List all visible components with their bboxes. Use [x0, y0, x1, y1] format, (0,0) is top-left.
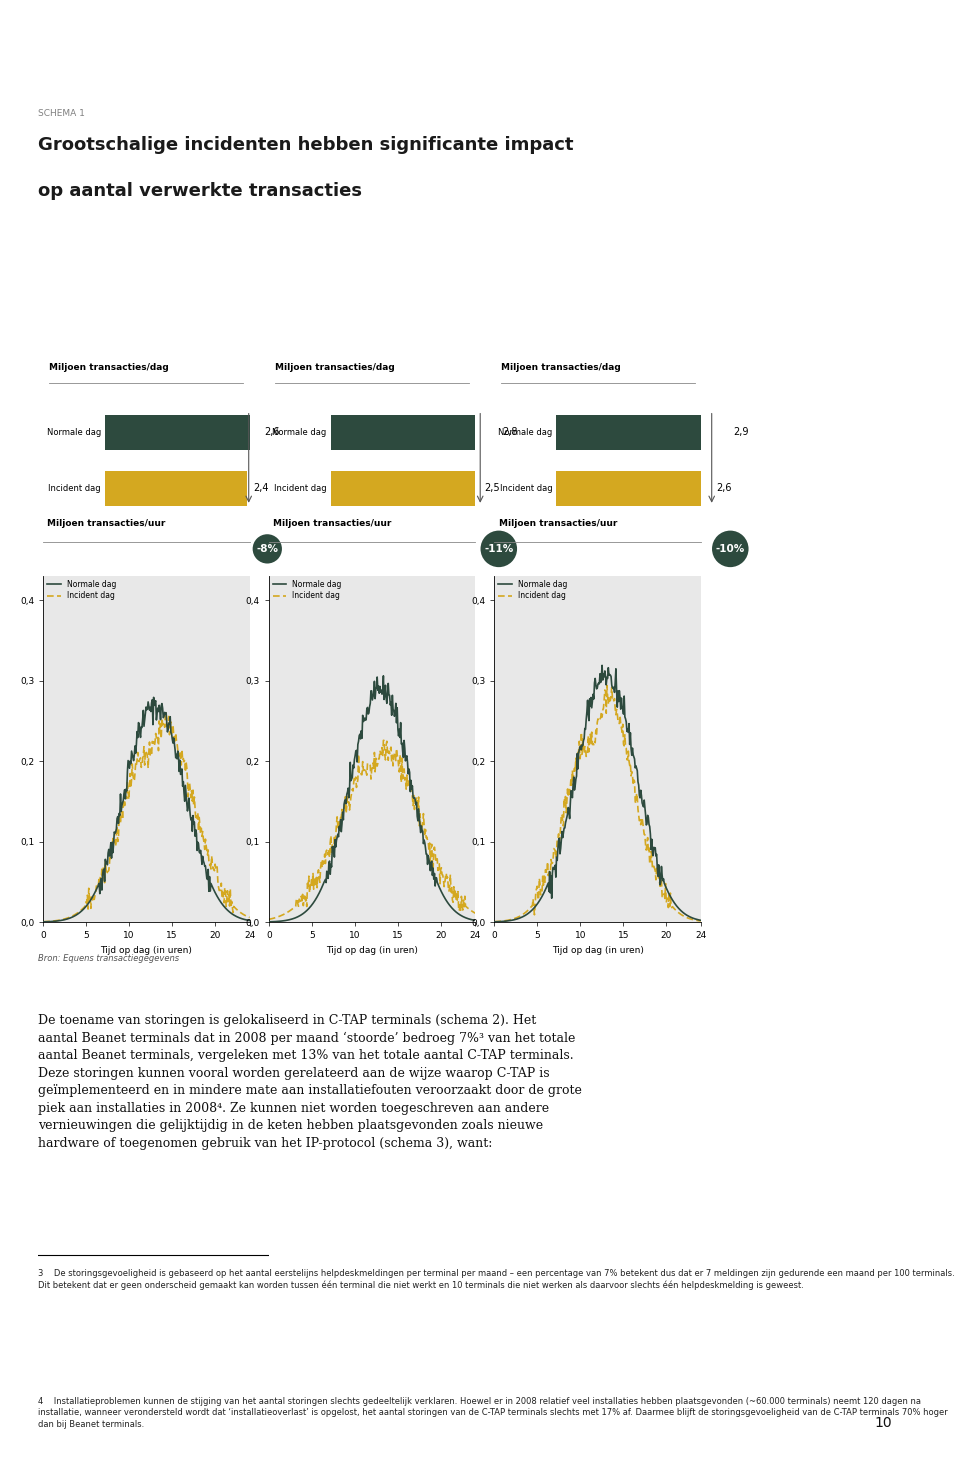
Text: 10: 10	[875, 1415, 892, 1430]
Text: 2,5: 2,5	[485, 483, 500, 493]
Text: Bron: Equens transactiegegevens: Bron: Equens transactiegegevens	[38, 954, 180, 963]
Text: 3    De storingsgevoeligheid is gebaseerd op het aantal eerstelijns helpdeskmeld: 3 De storingsgevoeligheid is gebaseerd o…	[38, 1269, 955, 1290]
Text: -11%: -11%	[484, 544, 514, 554]
Text: 4    Installatieproblemen kunnen de stijging van het aantal storingen slechts ge: 4 Installatieproblemen kunnen de stijgin…	[38, 1398, 948, 1428]
Text: 2,8: 2,8	[502, 427, 517, 438]
Bar	[105, 414, 258, 449]
Text: -8%: -8%	[256, 544, 278, 554]
X-axis label: Tijd op dag (in uren): Tijd op dag (in uren)	[326, 945, 418, 954]
Bar	[105, 471, 247, 506]
Legend: Normale dag, Incident dag: Normale dag, Incident dag	[47, 581, 116, 601]
Text: Incident dag: Incident dag	[48, 484, 101, 493]
Legend: Normale dag, Incident dag: Normale dag, Incident dag	[498, 581, 567, 601]
Text: op aantal verwerkte transacties: op aantal verwerkte transacties	[38, 182, 362, 200]
Text: -10%: -10%	[715, 544, 745, 554]
Text: Miljoen transacties/uur: Miljoen transacties/uur	[47, 519, 166, 528]
Text: Normale dag: Normale dag	[498, 427, 552, 436]
Text: Miljoen transacties/dag: Miljoen transacties/dag	[275, 363, 395, 372]
Text: Miljoen transacties/dag: Miljoen transacties/dag	[49, 363, 169, 372]
Bar	[330, 471, 478, 506]
Text: 2,6: 2,6	[716, 483, 732, 493]
Legend: Normale dag, Incident dag: Normale dag, Incident dag	[273, 581, 342, 601]
Text: Grootschalige incidenten hebben significante impact: Grootschalige incidenten hebben signific…	[38, 136, 574, 153]
Text: De toename van storingen is gelokaliseerd in C-TAP terminals (schema 2). Het
aan: De toename van storingen is gelokaliseer…	[38, 1014, 583, 1150]
Bar	[557, 414, 728, 449]
Text: SCHEMA 1: SCHEMA 1	[38, 109, 85, 118]
Bar	[330, 414, 495, 449]
Text: Incident 1: Incident 1	[47, 314, 113, 325]
Text: Incident dag: Incident dag	[499, 484, 552, 493]
Text: Incident dag: Incident dag	[274, 484, 326, 493]
Text: Incident 2: Incident 2	[273, 314, 339, 325]
Text: Miljoen transacties/uur: Miljoen transacties/uur	[273, 519, 392, 528]
Text: Miljoen transacties/dag: Miljoen transacties/dag	[500, 363, 620, 372]
Text: 2,9: 2,9	[733, 427, 749, 438]
Text: 2,4: 2,4	[252, 483, 269, 493]
Text: 2,6: 2,6	[265, 427, 280, 438]
Text: Normale dag: Normale dag	[47, 427, 101, 436]
Text: Miljoen transacties/uur: Miljoen transacties/uur	[498, 519, 617, 528]
Bar	[557, 471, 709, 506]
Text: Incident 3: Incident 3	[498, 314, 564, 325]
Text: Normale dag: Normale dag	[273, 427, 326, 436]
X-axis label: Tijd op dag (in uren): Tijd op dag (in uren)	[552, 945, 643, 954]
X-axis label: Tijd op dag (in uren): Tijd op dag (in uren)	[101, 945, 192, 954]
